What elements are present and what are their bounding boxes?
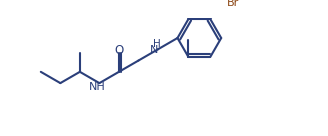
Text: Br: Br xyxy=(227,0,239,8)
Text: NH: NH xyxy=(89,82,106,92)
Text: O: O xyxy=(114,44,124,57)
Text: N: N xyxy=(150,45,158,55)
Text: H: H xyxy=(153,39,161,49)
